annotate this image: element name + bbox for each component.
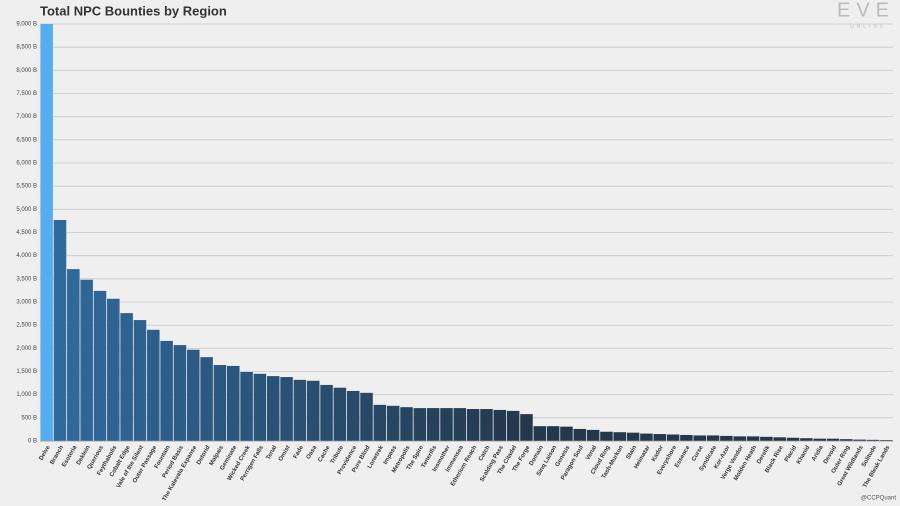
bar — [760, 436, 773, 441]
y-tick-label: 4,000 B — [16, 253, 37, 259]
bar — [373, 404, 387, 441]
y-tick-label: 1,500 B — [16, 369, 37, 375]
bar — [147, 329, 160, 441]
bar — [266, 376, 280, 441]
bar — [800, 438, 813, 441]
bar — [187, 349, 200, 441]
bar — [626, 432, 640, 441]
bar — [506, 410, 520, 441]
bar — [586, 429, 600, 441]
credit: @CCPQuant — [861, 496, 896, 502]
y-tick-label: 1,000 B — [16, 392, 37, 398]
y-tick-label: 6,500 B — [16, 137, 37, 143]
bar — [306, 380, 320, 441]
bar — [720, 435, 733, 441]
bar — [693, 435, 707, 441]
bar — [67, 269, 80, 441]
y-tick-label: 4,500 B — [16, 230, 37, 236]
y-tick-label: 2,000 B — [16, 346, 37, 352]
y-tick-label: 5,000 B — [16, 207, 37, 213]
bar — [173, 345, 187, 441]
bar — [413, 408, 427, 441]
bar — [453, 408, 467, 441]
bar — [733, 436, 746, 441]
bar — [600, 431, 613, 441]
bar — [160, 340, 173, 441]
bar — [320, 384, 333, 441]
bar — [240, 371, 253, 441]
bar — [440, 408, 453, 441]
bar — [280, 377, 293, 441]
bar — [200, 357, 213, 441]
y-tick-label: 8,000 B — [16, 68, 37, 74]
y-tick-label: 8,500 B — [16, 45, 37, 51]
bar — [880, 440, 893, 441]
y-tick-label: 5,500 B — [16, 184, 37, 190]
bar — [80, 279, 93, 441]
bar — [133, 320, 147, 441]
bar — [53, 219, 67, 441]
bar — [853, 439, 866, 441]
bar — [93, 290, 107, 441]
bar — [613, 432, 627, 441]
bar — [813, 438, 826, 441]
bar — [786, 437, 800, 441]
y-tick-label: 7,500 B — [16, 91, 37, 97]
bar — [213, 365, 227, 441]
y-tick-label: 6,000 B — [16, 161, 37, 167]
bar — [653, 434, 667, 441]
y-tick-label: 9,000 B — [16, 22, 37, 28]
bar — [573, 428, 587, 441]
bar — [746, 436, 760, 441]
bar — [40, 24, 53, 441]
bar — [866, 439, 880, 441]
bar — [426, 408, 440, 441]
bar — [493, 409, 507, 441]
bar — [546, 426, 560, 441]
bar — [640, 433, 653, 441]
bar — [533, 426, 547, 441]
y-tick-label: 3,500 B — [16, 276, 37, 282]
bar — [120, 313, 133, 441]
bar — [520, 414, 533, 441]
bar — [360, 392, 373, 441]
bar — [560, 426, 573, 441]
bar — [666, 434, 680, 441]
bar — [107, 298, 120, 441]
y-tick-label: 2,500 B — [16, 323, 37, 329]
bar — [346, 390, 360, 441]
bar — [773, 437, 786, 441]
bar — [840, 439, 853, 441]
bar — [293, 379, 307, 441]
bar — [480, 409, 493, 441]
bar — [226, 365, 240, 441]
bar — [386, 405, 400, 441]
bar — [253, 373, 267, 441]
bar — [826, 438, 840, 441]
y-tick-label: 500 B — [21, 415, 37, 421]
logo: EVE — [837, 0, 895, 21]
bar — [333, 387, 347, 441]
bar — [706, 435, 720, 441]
y-tick-label: 0 B — [28, 439, 37, 445]
bar — [400, 407, 413, 441]
chart-title: Total NPC Bounties by Region — [40, 3, 227, 18]
y-tick-label: 3,000 B — [16, 300, 37, 306]
bar — [680, 434, 693, 441]
bar — [466, 409, 480, 441]
logo-sub: ONLINE — [850, 23, 887, 29]
y-tick-label: 7,000 B — [16, 114, 37, 120]
